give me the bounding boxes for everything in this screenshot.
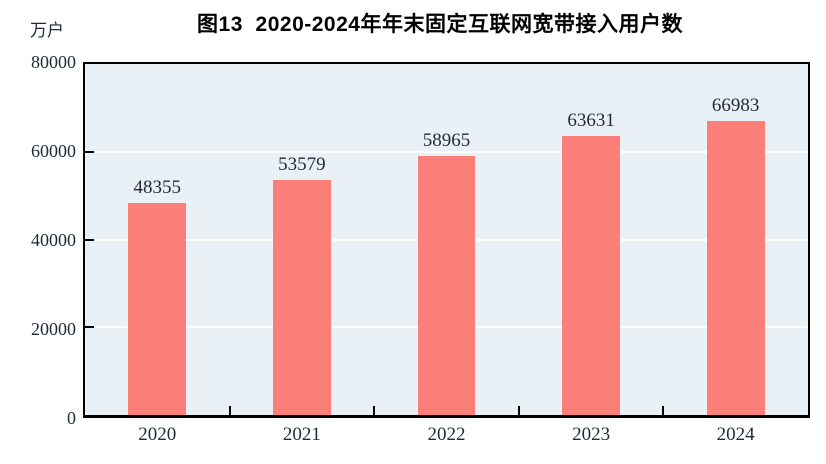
y-tick-label: 80000 xyxy=(31,52,76,72)
plot-area: 48355 53579 58965 63631 66983 xyxy=(83,62,810,418)
x-tick-label: 2024 xyxy=(716,424,755,445)
y-axis-tick xyxy=(85,238,94,241)
y-tick-label: 40000 xyxy=(31,230,76,250)
bar-value-label: 58965 xyxy=(422,130,471,152)
bar-category: 66983 xyxy=(663,64,808,415)
bar-value-label: 66983 xyxy=(711,95,760,117)
bar-category: 48355 xyxy=(85,64,230,415)
y-tick-label: 60000 xyxy=(31,141,76,161)
y-axis-tick xyxy=(85,326,94,329)
bar-category: 63631 xyxy=(519,64,664,415)
chart-title: 图13 2020-2024年年末固定互联网宽带接入用户数 xyxy=(197,13,683,36)
x-axis-tick-labels: 2020 2021 2022 2023 2024 xyxy=(85,424,808,446)
bar-value-label: 48355 xyxy=(133,176,182,198)
gridline xyxy=(85,150,808,153)
bar xyxy=(272,179,331,415)
y-axis-tick xyxy=(85,150,94,153)
bar xyxy=(417,156,476,415)
bar-category: 53579 xyxy=(230,64,375,415)
y-tick-label: 20000 xyxy=(31,319,76,339)
bar-series: 48355 53579 58965 63631 66983 xyxy=(85,64,808,415)
bar-value-label: 53579 xyxy=(278,153,326,175)
x-tick-label: 2023 xyxy=(572,424,611,445)
x-axis-tick xyxy=(662,406,665,415)
bar-category: 58965 xyxy=(374,64,519,415)
bar-value-label: 63631 xyxy=(567,109,615,131)
x-axis-tick xyxy=(228,406,231,415)
x-tick-label: 2021 xyxy=(282,424,321,445)
x-axis-tick xyxy=(373,406,376,415)
x-axis-tick xyxy=(517,406,520,415)
bar xyxy=(706,121,765,415)
x-tick-label: 2020 xyxy=(138,424,177,445)
y-axis-tick-labels: 80000 60000 40000 20000 0 xyxy=(14,52,76,428)
y-axis-unit-label: 万户 xyxy=(30,21,64,40)
bar xyxy=(128,202,187,415)
bar xyxy=(562,135,620,415)
axis-tick-layer xyxy=(85,64,808,415)
y-tick-label: 0 xyxy=(67,408,76,428)
x-tick-label: 2022 xyxy=(427,424,466,445)
